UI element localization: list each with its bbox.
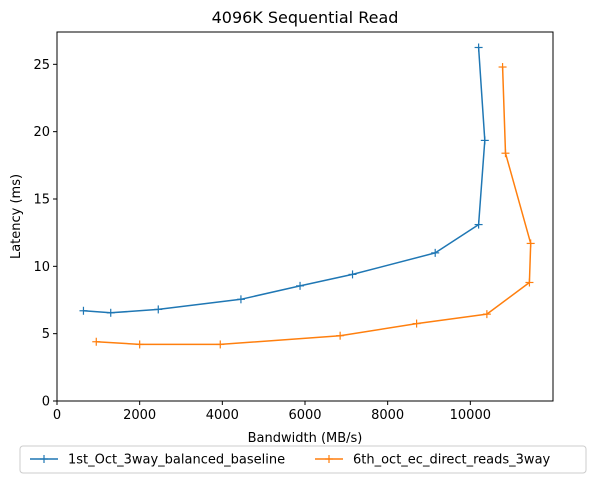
- legend: 1st_Oct_3way_balanced_baseline 6th_oct_ec…: [19, 445, 587, 474]
- data-point: [412, 319, 421, 328]
- data-point: [106, 308, 115, 317]
- legend-item: 1st_Oct_3way_balanced_baseline: [30, 453, 285, 468]
- data-point: [92, 337, 101, 346]
- data-point: [336, 331, 345, 340]
- x-axis-label: Bandwidth (MB/s): [248, 431, 363, 446]
- data-point: [216, 340, 225, 349]
- data-point: [474, 43, 483, 52]
- x-tick-label: 6000: [288, 408, 321, 423]
- x-tick-label: 4000: [206, 408, 239, 423]
- x-tick-label: 10000: [450, 408, 491, 423]
- y-tick-label: 5: [42, 327, 50, 342]
- data-point: [348, 270, 357, 279]
- plot-markers: [79, 43, 535, 349]
- legend-box: [19, 445, 587, 474]
- series-line-1: [83, 47, 486, 314]
- data-point: [154, 305, 163, 314]
- y-tick-label: 0: [42, 395, 50, 410]
- plot-lines: [83, 47, 532, 346]
- y-tick-label: 20: [33, 125, 50, 140]
- data-point: [474, 220, 483, 229]
- data-point: [501, 149, 510, 158]
- y-axis-ticks: 0 5 10 15 20 25: [33, 58, 57, 410]
- y-tick-label: 25: [33, 58, 50, 73]
- series-line-2: [96, 66, 532, 346]
- data-point: [482, 310, 491, 319]
- chart-title: 4096K Sequential Read: [212, 8, 399, 27]
- x-tick-label: 8000: [371, 408, 404, 423]
- legend-label: 1st_Oct_3way_balanced_baseline: [68, 453, 285, 468]
- legend-label: 6th_oct_ec_direct_reads_3way: [353, 453, 551, 468]
- data-point: [525, 278, 534, 287]
- data-point: [296, 281, 305, 290]
- data-point: [135, 340, 144, 349]
- data-point: [79, 306, 88, 315]
- y-tick-label: 15: [33, 192, 50, 207]
- y-axis-label: Latency (ms): [9, 174, 24, 259]
- data-point: [236, 295, 245, 304]
- x-tick-label: 0: [53, 408, 61, 423]
- data-point: [431, 248, 440, 257]
- data-point: [480, 136, 489, 145]
- x-axis-ticks: 0 2000 4000 6000 8000 10000: [53, 401, 491, 423]
- legend-item: 6th_oct_ec_direct_reads_3way: [315, 453, 551, 468]
- data-point: [526, 239, 535, 248]
- y-tick-label: 10: [33, 260, 50, 275]
- data-point: [498, 63, 507, 72]
- x-tick-label: 2000: [123, 408, 156, 423]
